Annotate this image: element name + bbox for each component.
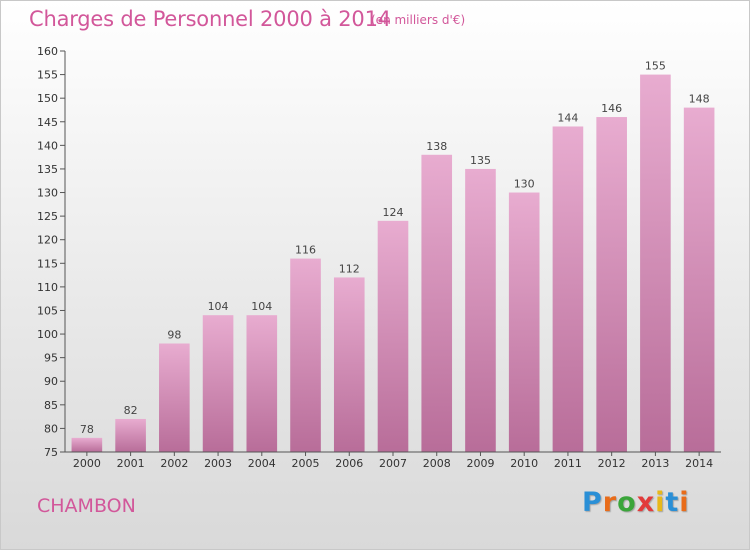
y-tick-label: 150 bbox=[37, 92, 58, 105]
x-tick-label-2010: 2010 bbox=[510, 457, 538, 470]
value-label-2003: 104 bbox=[208, 300, 229, 313]
y-tick-label: 80 bbox=[44, 422, 58, 435]
x-tick-label-2002: 2002 bbox=[160, 457, 188, 470]
x-tick-label-2007: 2007 bbox=[379, 457, 407, 470]
value-label-2013: 155 bbox=[645, 60, 666, 73]
y-tick-label: 115 bbox=[37, 257, 58, 270]
y-tick-label: 105 bbox=[37, 304, 58, 317]
bar-2010 bbox=[508, 192, 540, 452]
x-tick-label-2013: 2013 bbox=[641, 457, 669, 470]
logo-letter: i bbox=[679, 487, 690, 518]
y-tick-label: 75 bbox=[44, 446, 58, 459]
bar-2003 bbox=[202, 315, 234, 452]
y-tick-label: 100 bbox=[37, 328, 58, 341]
logo-letter: i bbox=[655, 487, 666, 518]
value-label-2009: 135 bbox=[470, 154, 491, 167]
value-label-2012: 146 bbox=[601, 102, 622, 115]
chart-title: Charges de Personnel 2000 à 2014 bbox=[29, 7, 391, 31]
value-label-2004: 104 bbox=[251, 300, 272, 313]
value-label-2011: 144 bbox=[557, 111, 578, 124]
x-tick-label-2000: 2000 bbox=[73, 457, 101, 470]
bar-2008 bbox=[421, 154, 453, 452]
y-tick-label: 130 bbox=[37, 187, 58, 200]
value-label-2001: 82 bbox=[124, 404, 138, 417]
logo-letter: t bbox=[665, 487, 680, 518]
y-tick-label: 160 bbox=[37, 45, 58, 58]
bars: 78 82 98 104 104 116 112 124 138 135 130 144 146 155 1… bbox=[71, 60, 715, 453]
logo-letter: x bbox=[636, 487, 656, 518]
x-tick-label-2009: 2009 bbox=[466, 457, 494, 470]
bar-2000 bbox=[71, 437, 103, 452]
y-tick-label: 145 bbox=[37, 116, 58, 129]
bar-2001 bbox=[115, 418, 146, 452]
x-tick-label-2003: 2003 bbox=[204, 457, 232, 470]
y-tick-label: 135 bbox=[37, 163, 58, 176]
x-tick-label-2004: 2004 bbox=[248, 457, 276, 470]
x-tick-label-2001: 2001 bbox=[117, 457, 145, 470]
value-label-2002: 98 bbox=[167, 328, 181, 341]
x-tick-label-2008: 2008 bbox=[423, 457, 451, 470]
value-label-2005: 116 bbox=[295, 244, 316, 257]
value-label-2008: 138 bbox=[426, 140, 447, 153]
y-axis: 75 80 85 90 95 100 105 110 115 120 125 130 135 140 145… bbox=[37, 45, 66, 459]
chart-subtitle: (en milliers d'€) bbox=[371, 13, 466, 27]
value-label-2006: 112 bbox=[339, 262, 360, 275]
value-label-2007: 124 bbox=[383, 206, 404, 219]
bar-2011 bbox=[552, 126, 584, 452]
bar-2009 bbox=[465, 168, 496, 453]
logo-letter: r bbox=[602, 487, 618, 518]
y-tick-label: 120 bbox=[37, 234, 58, 247]
bar-2012 bbox=[596, 117, 627, 452]
x-tick-label-2005: 2005 bbox=[292, 457, 320, 470]
commune-name: CHAMBON bbox=[37, 495, 136, 517]
value-label-2000: 78 bbox=[80, 423, 94, 436]
bar-2013 bbox=[640, 74, 671, 453]
proxiti-logo: Proxiti bbox=[582, 487, 690, 518]
y-tick-label: 90 bbox=[44, 375, 58, 388]
bar-2007 bbox=[377, 220, 409, 452]
y-tick-label: 125 bbox=[37, 210, 58, 223]
x-tick-label-2006: 2006 bbox=[335, 457, 363, 470]
y-tick-label: 140 bbox=[37, 139, 58, 152]
logo-letter: P bbox=[582, 487, 603, 518]
y-tick-label: 85 bbox=[44, 399, 58, 412]
y-tick-label: 155 bbox=[37, 69, 58, 82]
bar-2004 bbox=[246, 315, 278, 452]
x-tick-label-2014: 2014 bbox=[685, 457, 713, 470]
y-tick-label: 110 bbox=[37, 281, 58, 294]
value-label-2014: 148 bbox=[689, 93, 710, 106]
logo-letter: o bbox=[617, 487, 637, 518]
bar-2006 bbox=[333, 277, 365, 452]
bar-2005 bbox=[290, 258, 321, 452]
bar-2014 bbox=[683, 107, 715, 453]
x-tick-label-2012: 2012 bbox=[598, 457, 626, 470]
y-tick-label: 95 bbox=[44, 352, 58, 365]
x-axis: 2000 2001 2002 2003 2004 2005 2006 2007 2008 2009… bbox=[65, 451, 721, 470]
bar-2002 bbox=[159, 343, 190, 452]
x-tick-label-2011: 2011 bbox=[554, 457, 582, 470]
value-label-2010: 130 bbox=[514, 178, 535, 191]
